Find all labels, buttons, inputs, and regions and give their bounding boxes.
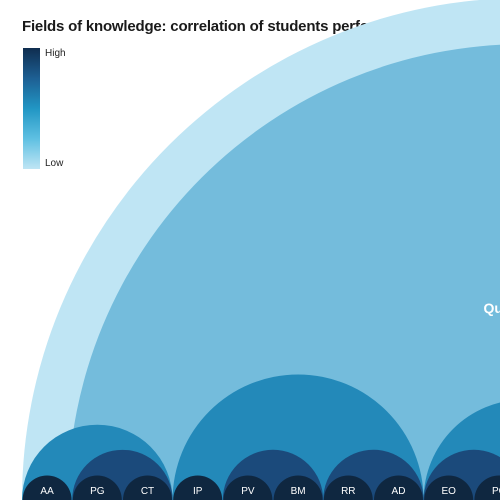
leaf-arc-ad <box>374 475 423 500</box>
color-legend: High Low <box>23 48 83 173</box>
leaf-arc-bm <box>273 475 323 500</box>
chart-title: Fields of knowledge: correlation of stud… <box>22 18 421 35</box>
leaf-label-pg: PG <box>90 486 105 497</box>
leaf-label-pv: PV <box>241 486 255 497</box>
legend-high-label: High <box>45 48 66 59</box>
leaf-arc-ct <box>123 475 172 500</box>
leaf-label-ad: AD <box>392 486 406 497</box>
leaf-arc-pc <box>474 475 500 500</box>
leaf-arc-pg <box>72 475 122 500</box>
legend-gradient-bar <box>23 48 40 169</box>
group-label-quantitative: Quantitative <box>484 300 500 316</box>
leaf-label-bm: BM <box>291 486 306 497</box>
leaf-label-rr: RR <box>341 486 355 497</box>
leaf-label-pc: PC <box>492 486 500 497</box>
leaf-label-eo: EO <box>441 486 456 497</box>
leaf-label-ip: IP <box>193 486 203 497</box>
leaf-arc-aa <box>22 475 72 500</box>
leaf-label-aa: AA <box>40 486 54 497</box>
leaf-label-ct: CT <box>141 486 154 497</box>
leaf-arc-rr <box>323 475 373 500</box>
legend-low-label: Low <box>45 158 64 169</box>
leaf-arc-ip <box>173 475 223 500</box>
leaf-arc-pv <box>223 475 273 500</box>
arc-level1-group-1 <box>68 44 500 500</box>
leaf-arc-eo <box>424 475 474 500</box>
